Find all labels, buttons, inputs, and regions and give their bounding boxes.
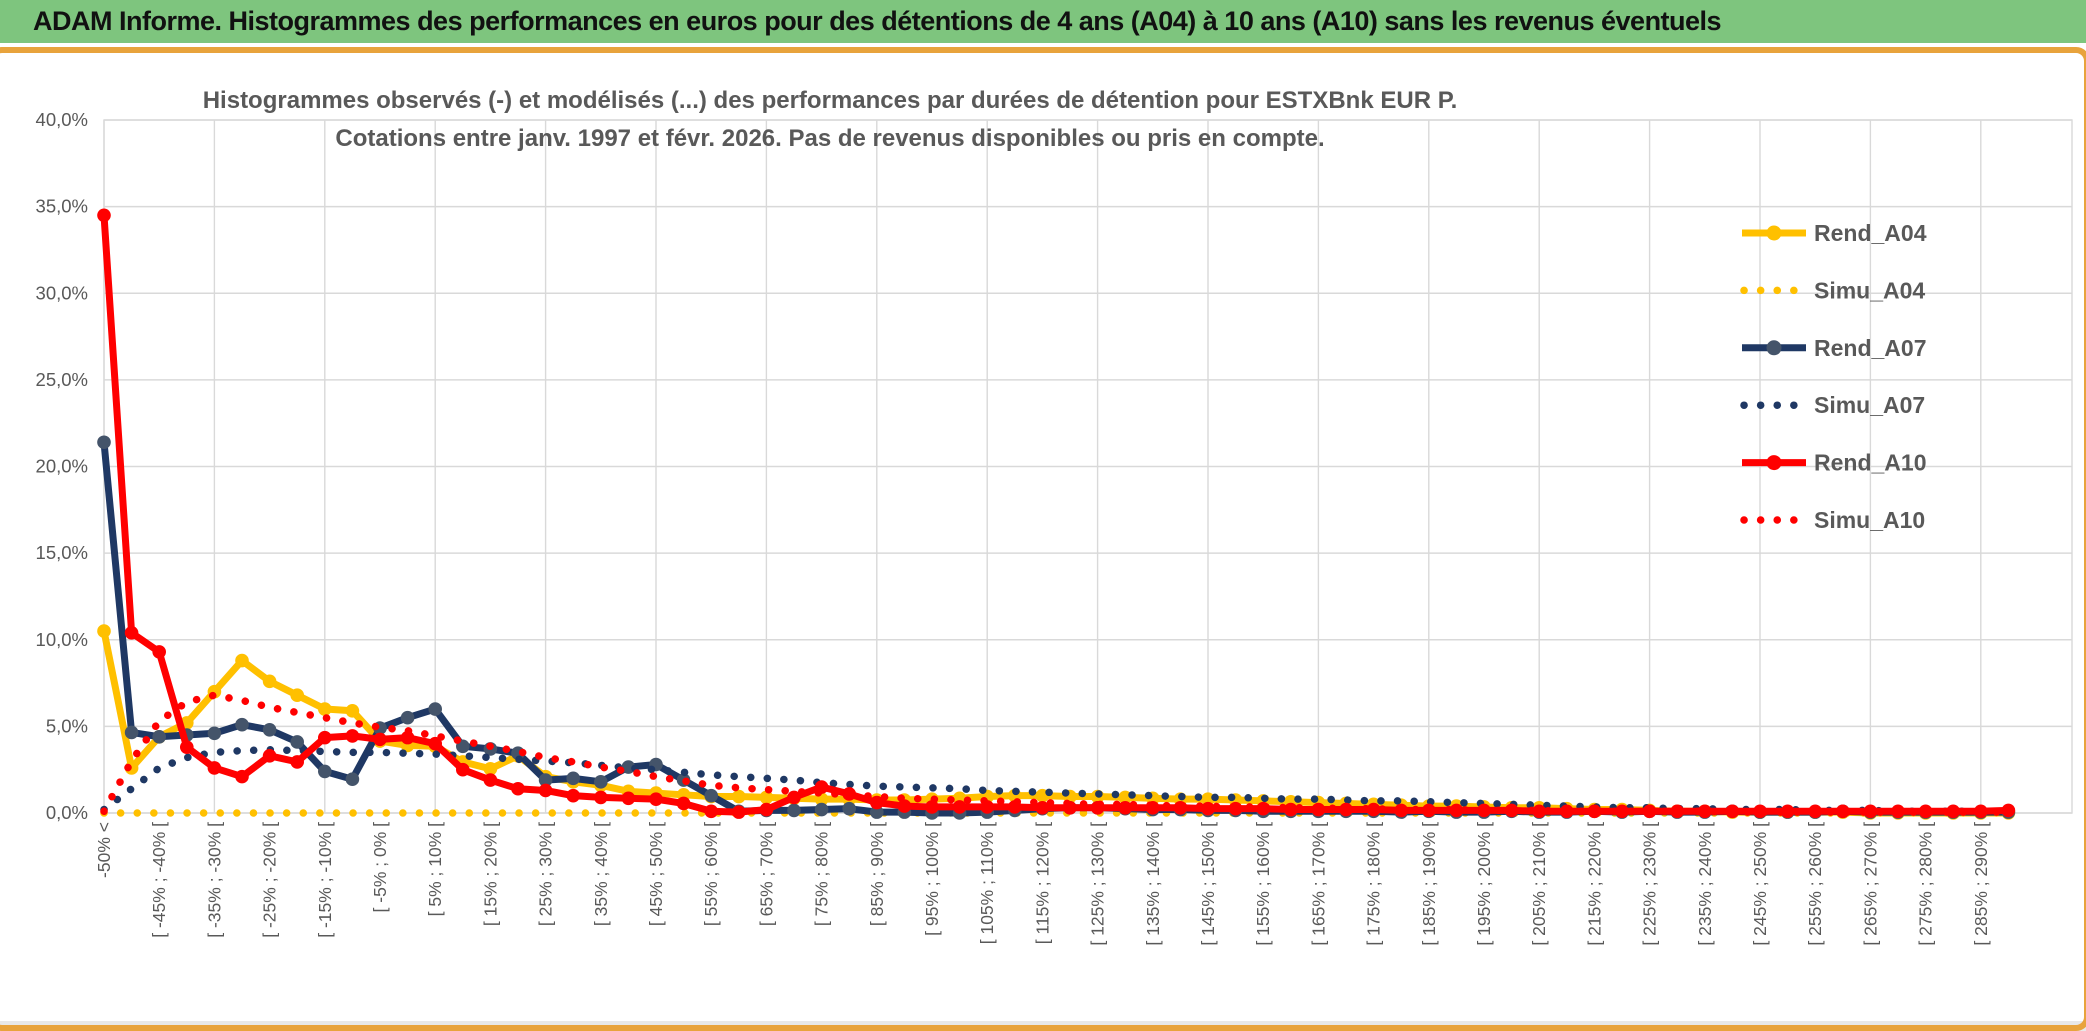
document-title-bar: ADAM Informe. Histogrammes des performan… xyxy=(0,0,2086,43)
x-tick-label: [ 5% ; 10% [ xyxy=(425,822,445,916)
x-tick-label: [ 75% ; 80% [ xyxy=(812,822,832,926)
legend-label-Simu_A10: Simu_A10 xyxy=(1814,507,1925,533)
legend-item-Rend_A07[interactable]: Rend_A07 xyxy=(1742,335,1926,361)
x-tick-label: [ 45% ; 50% [ xyxy=(646,822,666,926)
series-markers-Rend_A04 xyxy=(97,624,2016,820)
x-tick-label: [ 55% ; 60% [ xyxy=(701,822,721,926)
y-tick-label: 15,0% xyxy=(36,542,88,563)
legend-item-Rend_A04[interactable]: Rend_A04 xyxy=(1742,220,1927,246)
x-tick-label: [ 235% ; 240% [ xyxy=(1695,822,1715,946)
legend-item-Simu_A07[interactable]: Simu_A07 xyxy=(1740,392,1925,418)
x-tick-label: [ 285% ; 290% [ xyxy=(1971,822,1991,946)
legend-marker-Rend_A07 xyxy=(1766,340,1782,356)
y-tick-label: 20,0% xyxy=(36,456,88,477)
x-tick-label: [ 205% ; 210% [ xyxy=(1529,822,1549,946)
chart-title-line2: Cotations entre janv. 1997 et févr. 2026… xyxy=(335,125,1324,152)
y-axis-tick-labels: 0,0% 5,0% 10,0% 15,0% 20,0% 25,0% 30,0% 35,0% 40… xyxy=(36,109,88,823)
series-line-Rend_A10[interactable] xyxy=(100,215,2009,816)
legend-item-Simu_A10[interactable]: Simu_A10 xyxy=(1740,507,1925,533)
x-axis-tick-labels: -50% < [ -45% ; -40% [ [ -35% ; -30% [ [ -2… xyxy=(94,822,1991,946)
y-tick-label: 5,0% xyxy=(46,715,88,736)
x-tick-label: [ 145% ; 150% [ xyxy=(1198,822,1218,946)
x-tick-label: [ 245% ; 250% [ xyxy=(1750,822,1770,946)
legend-label-Rend_A10: Rend_A10 xyxy=(1814,450,1926,476)
y-tick-label: 40,0% xyxy=(36,109,88,130)
series-markers-Rend_A07 xyxy=(97,435,2016,820)
chart-title-line1: Histogrammes observés (-) et modélisés (… xyxy=(203,87,1458,114)
y-tick-label: 35,0% xyxy=(36,196,88,217)
series-group xyxy=(97,208,2016,820)
x-tick-label: [ 85% ; 90% [ xyxy=(867,822,887,926)
x-tick-label: [ 135% ; 140% [ xyxy=(1143,822,1163,946)
x-tick-label: [ 185% ; 190% [ xyxy=(1419,822,1439,946)
legend-label-Rend_A04: Rend_A04 xyxy=(1814,220,1927,246)
legend-label-Rend_A07: Rend_A07 xyxy=(1814,335,1926,361)
legend-item-Simu_A04[interactable]: Simu_A04 xyxy=(1740,277,1925,303)
x-tick-label: [ -35% ; -30% [ xyxy=(204,822,224,938)
x-tick-label: -50% < xyxy=(94,822,114,878)
series-line-Simu_A10[interactable] xyxy=(100,691,2013,816)
x-tick-label: [ 165% ; 170% [ xyxy=(1308,822,1328,946)
legend: Rend_A04 Simu_A04 Rend_A07 Simu_A07 Rend_A10… xyxy=(1740,220,1927,533)
x-tick-label: [ 105% ; 110% [ xyxy=(977,822,997,944)
legend-marker-Rend_A10 xyxy=(1766,455,1782,471)
legend-label-Simu_A07: Simu_A07 xyxy=(1814,392,1925,418)
x-tick-label: [ 115% ; 120% [ xyxy=(1032,822,1052,944)
x-tick-label: [ -25% ; -20% [ xyxy=(260,822,280,938)
series-line-Simu_A07[interactable] xyxy=(100,746,2013,816)
y-tick-label: 25,0% xyxy=(36,369,88,390)
x-tick-label: [ 175% ; 180% [ xyxy=(1364,822,1384,946)
x-tick-label: [ 125% ; 130% [ xyxy=(1088,822,1108,946)
x-tick-label: [ -15% ; -10% [ xyxy=(315,822,335,938)
x-tick-label: [ 35% ; 40% [ xyxy=(591,822,611,926)
y-tick-label: 10,0% xyxy=(36,629,88,650)
x-tick-label: [ 195% ; 200% [ xyxy=(1474,822,1494,946)
x-tick-label: [ 15% ; 20% [ xyxy=(480,822,500,926)
x-tick-label: [ 275% ; 280% [ xyxy=(1916,822,1936,946)
x-tick-label: [ 25% ; 30% [ xyxy=(536,822,556,926)
x-tick-label: [ -5% ; 0% [ xyxy=(370,822,390,913)
y-tick-label: 30,0% xyxy=(36,282,88,303)
x-tick-label: [ 265% ; 270% [ xyxy=(1860,822,1880,946)
legend-item-Rend_A10[interactable]: Rend_A10 xyxy=(1742,450,1926,476)
legend-marker-Rend_A04 xyxy=(1766,225,1782,241)
x-tick-label: [ 225% ; 230% [ xyxy=(1640,822,1660,946)
x-tick-label: [ 215% ; 220% [ xyxy=(1584,822,1604,946)
y-tick-label: 0,0% xyxy=(46,802,88,823)
x-tick-label: [ 255% ; 260% [ xyxy=(1805,822,1825,946)
x-tick-label: [ 65% ; 70% [ xyxy=(756,822,776,926)
legend-label-Simu_A04: Simu_A04 xyxy=(1814,277,1925,303)
document-title: ADAM Informe. Histogrammes des performan… xyxy=(33,6,1722,36)
series-line-Rend_A07[interactable] xyxy=(100,441,2009,817)
x-tick-label: [ 155% ; 160% [ xyxy=(1253,822,1273,946)
x-tick-label: [ -45% ; -40% [ xyxy=(149,822,169,938)
x-tick-label: [ 95% ; 100% [ xyxy=(922,822,942,936)
chart-title: Histogrammes observés (-) et modélisés (… xyxy=(203,87,1458,152)
